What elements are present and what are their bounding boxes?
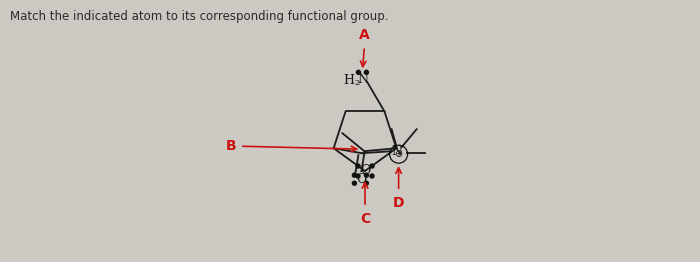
Text: ⊕: ⊕	[395, 149, 402, 159]
Circle shape	[356, 164, 360, 168]
Text: O: O	[356, 173, 367, 186]
Circle shape	[365, 173, 368, 177]
Circle shape	[356, 70, 360, 74]
Text: D: D	[393, 196, 405, 210]
Text: H: H	[344, 74, 354, 87]
Circle shape	[352, 173, 356, 177]
Text: O: O	[360, 165, 370, 177]
Circle shape	[370, 174, 374, 178]
Text: 2: 2	[354, 79, 360, 87]
Circle shape	[365, 70, 368, 74]
Circle shape	[352, 181, 356, 185]
Text: A: A	[359, 28, 370, 42]
Circle shape	[370, 164, 374, 168]
Circle shape	[365, 181, 368, 185]
Text: B: B	[225, 139, 236, 153]
Text: N: N	[357, 73, 368, 86]
Text: Match the indicated atom to its corresponding functional group.: Match the indicated atom to its correspo…	[10, 10, 389, 23]
Text: C: C	[360, 212, 370, 226]
Circle shape	[356, 174, 360, 178]
Text: N: N	[391, 145, 402, 158]
